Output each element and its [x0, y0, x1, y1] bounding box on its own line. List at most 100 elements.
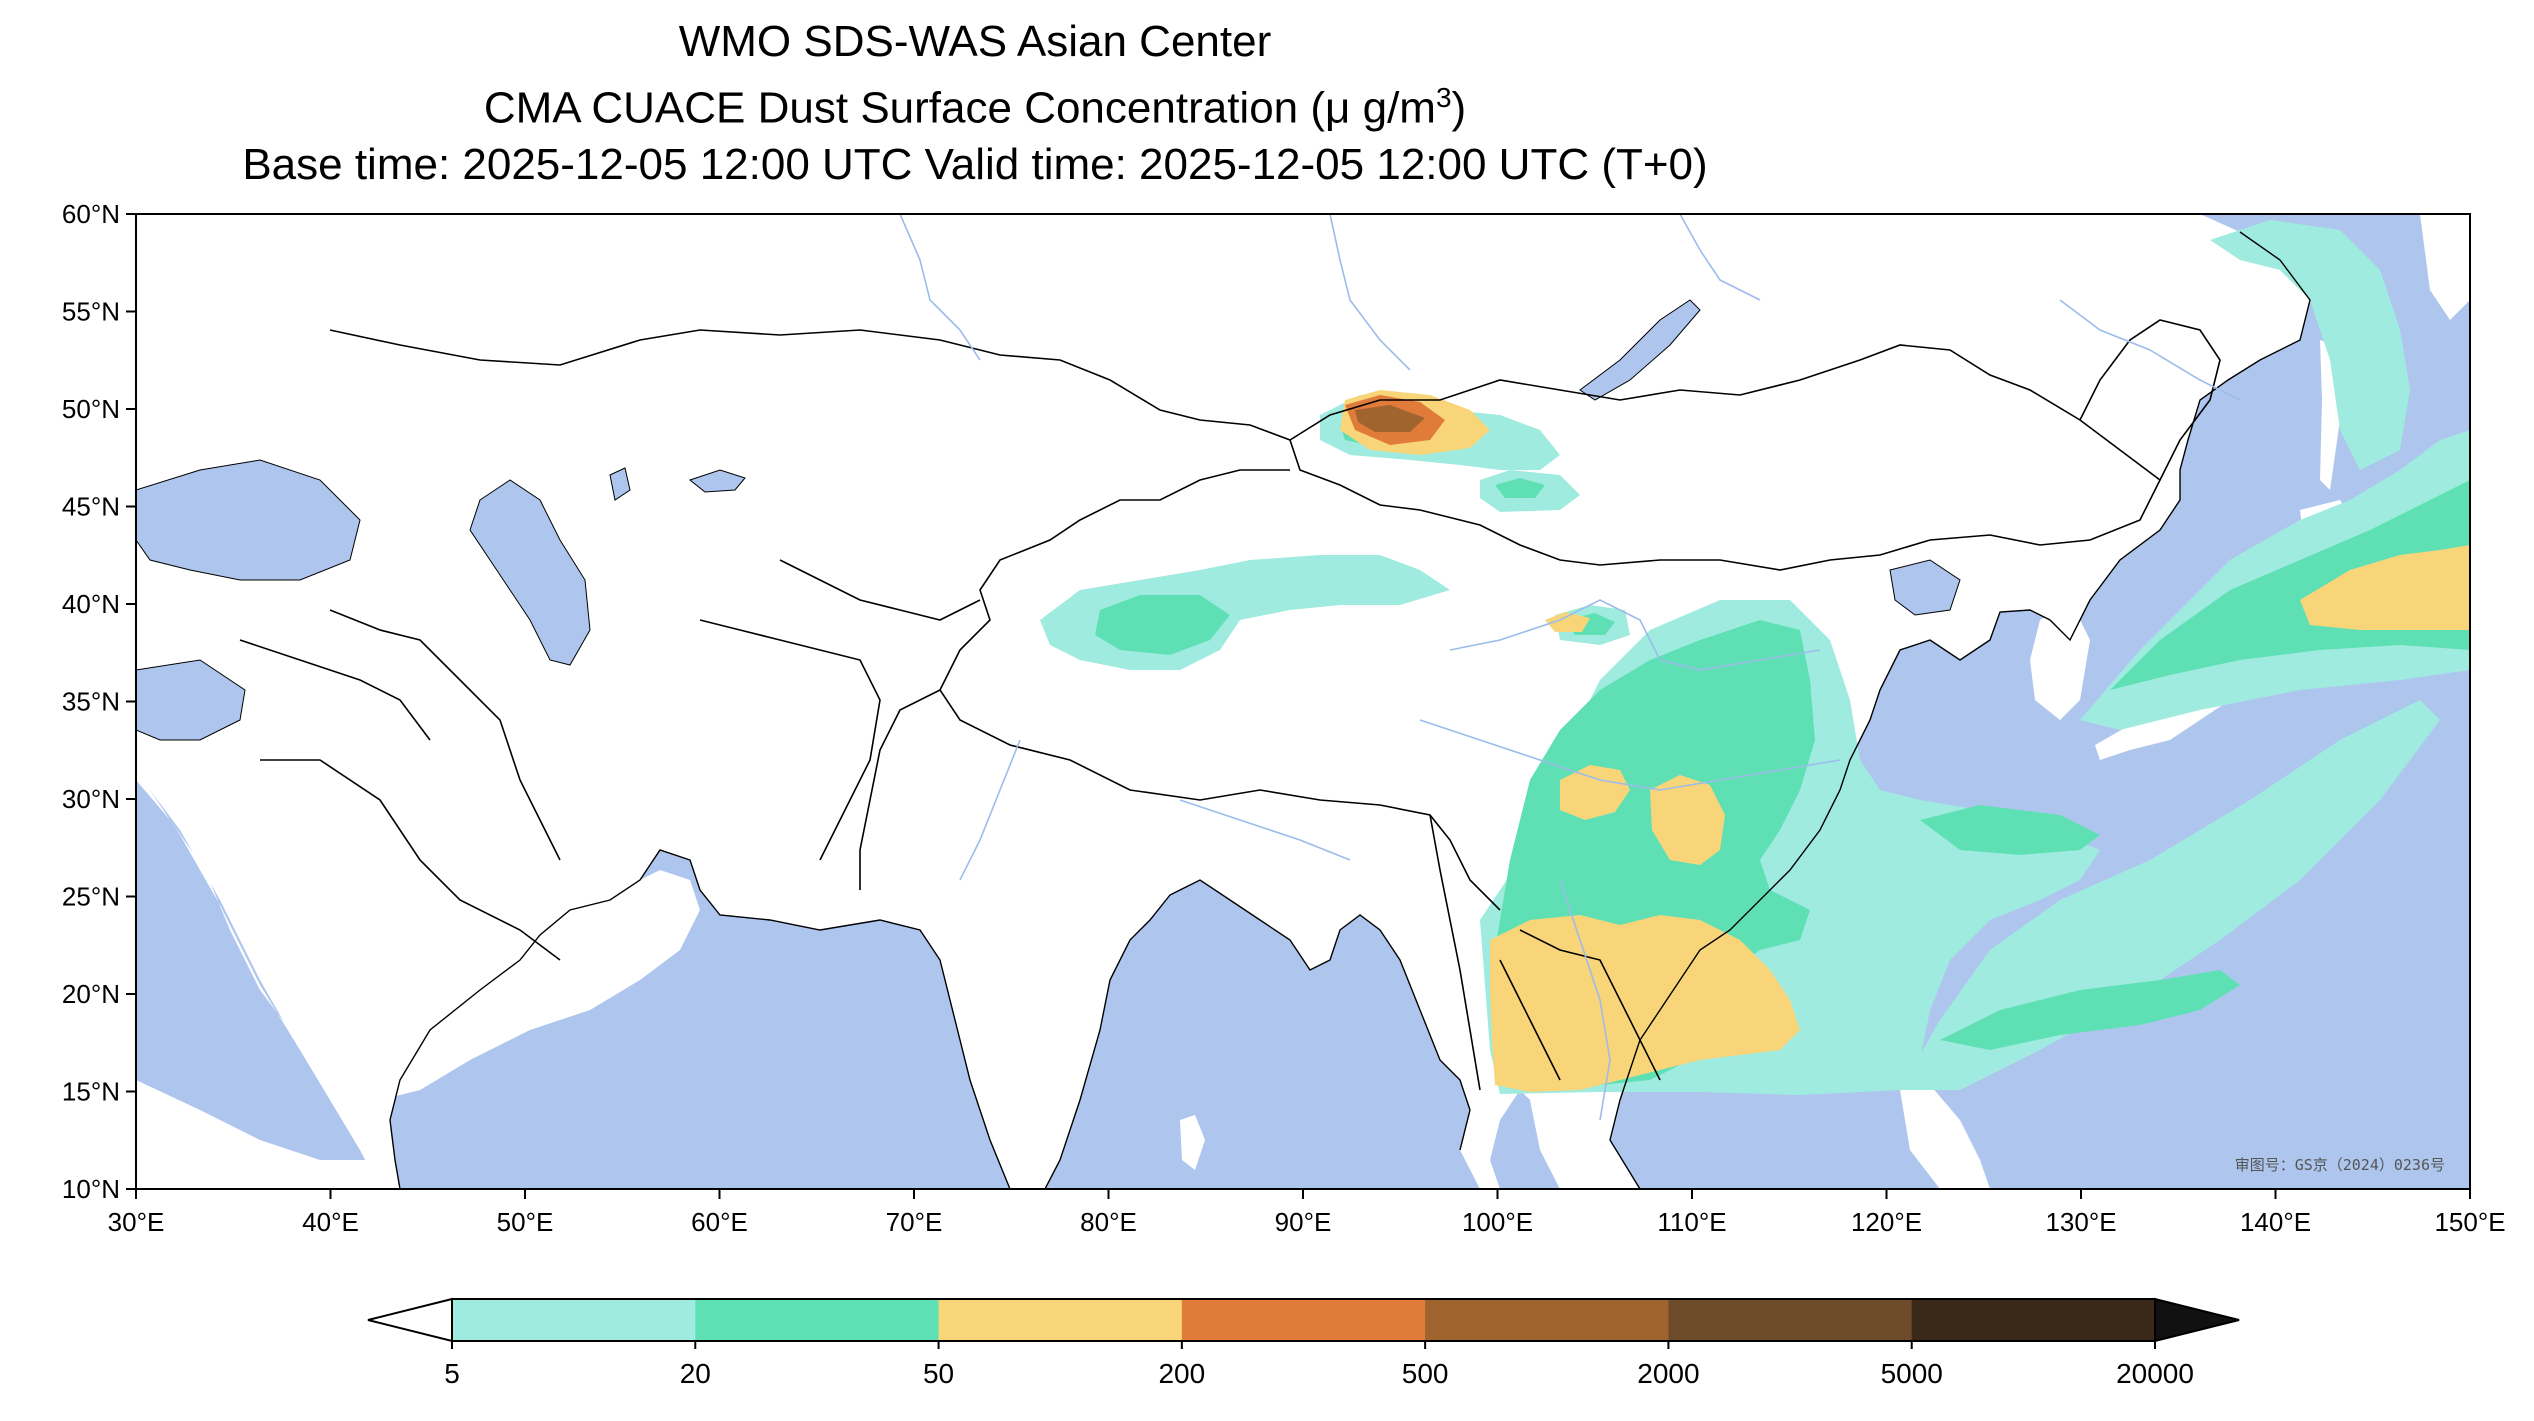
land-mass-philippines	[1900, 1085, 1990, 1189]
x-tick-label: 40°E	[302, 1207, 359, 1237]
dust-region-mongolia-east-medium	[1495, 478, 1545, 498]
dust-core-mongolia-extreme	[1355, 405, 1425, 432]
colorbar-tick-label: 200	[1158, 1358, 1205, 1389]
land-mass-africa-horn	[136, 1080, 400, 1189]
title-line-2: CMA CUACE Dust Surface Concentration (μ …	[0, 70, 1950, 137]
colorbar-tick-label: 500	[1402, 1358, 1449, 1389]
dust-region-japan-high	[2300, 545, 2470, 630]
y-tick-label: 25°N	[62, 882, 120, 912]
aral-sea	[609, 467, 631, 501]
country-border-layer	[239, 319, 2221, 1091]
coastline-south-asia	[1044, 879, 1471, 1189]
dust-region-mongolia-east-high	[1545, 612, 1590, 632]
land-mass-eurasia	[136, 214, 2310, 1189]
colorbar-frame	[451, 1298, 2156, 1342]
y-tick-label: 15°N	[62, 1077, 120, 1107]
x-axis-ticks: 30°E 40°E 50°E 60°E 70°E 80°E 90°E 100°E 110°E 12…	[108, 1189, 2506, 1237]
coastline-arabia	[389, 849, 1011, 1189]
dust-region-kamchatka-low	[2210, 220, 2410, 470]
river-mekong	[1559, 879, 1611, 1121]
caspian-sea	[469, 479, 591, 666]
dust-region-indochina-high	[1490, 915, 1800, 1092]
x-tick-label: 60°E	[691, 1207, 748, 1237]
border-turkey-syria	[239, 639, 431, 741]
lake-balkhash	[688, 469, 746, 493]
black-sea	[136, 459, 361, 581]
colorbar-segment	[1181, 1299, 1426, 1341]
title-line-1: WMO SDS-WAS Asian Center	[678, 17, 1272, 66]
x-tick-label: 120°E	[1851, 1207, 1922, 1237]
coastline-layer	[389, 231, 2311, 1189]
x-tick-label: 30°E	[108, 1207, 165, 1237]
border-kazakhstan-north	[329, 329, 1291, 441]
border-middle-east	[329, 609, 561, 861]
map-area	[136, 214, 2470, 1189]
colorbar-tick-label: 5000	[1881, 1358, 1943, 1389]
river-layer	[899, 214, 2241, 1121]
x-tick-label: 150°E	[2434, 1207, 2505, 1237]
dust-region-ocean-east-low	[1900, 700, 2440, 1090]
title-line-2-prefix: CMA CUACE Dust Surface Concentration (	[483, 83, 1326, 133]
title-line-3: Base time: 2025-12-05 12:00 UTC Valid ti…	[242, 139, 1708, 189]
x-tick-label: 70°E	[886, 1207, 943, 1237]
colorbar-segment	[1425, 1299, 1669, 1341]
river-amur	[2059, 299, 2241, 401]
y-tick-label: 50°N	[62, 394, 120, 424]
mediterranean	[136, 659, 246, 741]
y-tick-label: 10°N	[62, 1174, 120, 1204]
x-tick-label: 90°E	[1275, 1207, 1332, 1237]
x-tick-label: 50°E	[497, 1207, 554, 1237]
colorbar-tick-label: 20	[680, 1358, 711, 1389]
river-ob	[899, 214, 981, 361]
land-mass-arabia	[136, 780, 700, 1110]
title-unit: μ g/m	[1325, 83, 1436, 133]
river-yenisei	[1329, 214, 1411, 371]
dust-region-japan-medium	[2110, 480, 2470, 690]
colorbar-over-arrow	[2154, 1297, 2240, 1343]
dust-region-tarim-medium	[1095, 595, 1230, 655]
border-laos-vietnam	[1519, 929, 1661, 1081]
border-myanmar	[1429, 814, 1481, 1091]
river-ganges	[1179, 799, 1351, 861]
river-yangtze	[1419, 719, 1841, 791]
lake-baikal	[1579, 299, 1701, 401]
border-russia-china-east	[2079, 319, 2221, 481]
inland-water-layer	[136, 299, 1961, 741]
river-yellow	[1449, 599, 1821, 671]
x-tick-label: 130°E	[2045, 1207, 2116, 1237]
colorbar-segment	[1911, 1299, 2156, 1341]
colorbar-segment	[695, 1299, 940, 1341]
y-tick-label: 40°N	[62, 589, 120, 619]
dust-region-east-china-sea-medium	[1920, 805, 2100, 855]
colorbar-tick-label: 5	[444, 1358, 460, 1389]
border-iran-afghanistan	[699, 619, 881, 861]
land-mass-kamchatka	[2420, 214, 2470, 320]
x-tick-label: 100°E	[1462, 1207, 1533, 1237]
colorbar-segment	[1668, 1299, 1913, 1341]
colorbar-tick-label: 50	[923, 1358, 954, 1389]
dust-region-sichuan-high	[1560, 765, 1630, 820]
y-tick-label: 30°N	[62, 784, 120, 814]
chart-title: WMO SDS-WAS Asian Center CMA CUACE Dust …	[0, 14, 1950, 193]
x-tick-label: 110°E	[1657, 1207, 1726, 1237]
y-tick-label: 60°N	[62, 199, 120, 229]
map-approval-watermark: 审图号：GS京（2024）0236号	[2235, 1156, 2445, 1174]
land-mass-sri-lanka	[1180, 1115, 1205, 1170]
dust-layer	[1040, 220, 2470, 1095]
colorbar-tick-label: 2000	[1637, 1358, 1699, 1389]
border-central-asia	[779, 559, 981, 621]
river-lena	[1679, 214, 1761, 301]
border-india-pakistan	[859, 689, 941, 890]
x-tick-label: 140°E	[2240, 1207, 2311, 1237]
y-axis-ticks: 60°N 55°N 50°N 45°N 40°N 35°N 30°N 25°N 20°N 15°N…	[62, 199, 136, 1204]
y-tick-label: 20°N	[62, 979, 120, 1009]
border-mongolia	[1289, 344, 2162, 571]
coastline-east-asia	[1609, 231, 2311, 1189]
river-indus	[959, 739, 1021, 881]
dust-region-guizhou-high	[1650, 775, 1725, 865]
border-saudi-arabia	[260, 759, 561, 961]
y-tick-label: 55°N	[62, 297, 120, 327]
colorbar-segment	[452, 1299, 696, 1341]
y-tick-label: 45°N	[62, 492, 120, 522]
